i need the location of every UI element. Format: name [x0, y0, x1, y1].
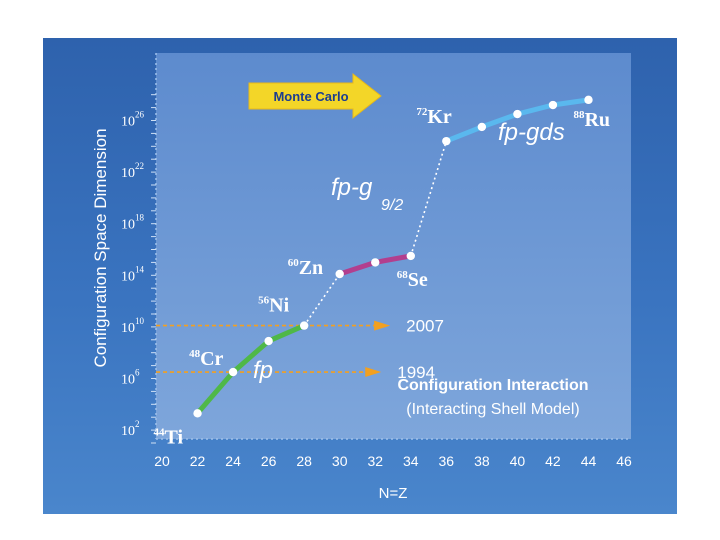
y-tick-exponent-2: 2 — [135, 419, 140, 429]
y-tick-exponent-26: 26 — [135, 110, 145, 120]
y-tick-exponent-14: 14 — [135, 264, 145, 274]
nucleus-symbol-Cr: Cr — [200, 348, 223, 370]
data-point-2-0 — [442, 136, 451, 146]
y-tick-label-14: 1014 — [121, 264, 145, 284]
y-tick-label-22: 1022 — [121, 161, 144, 181]
nucleus-label-Kr: 72Kr — [416, 106, 452, 128]
nucleus-symbol-Ni: Ni — [269, 295, 289, 317]
nucleus-symbol-Ru: Ru — [584, 109, 610, 131]
y-tick-label-2: 102 — [121, 419, 140, 439]
data-point-1-1 — [371, 258, 380, 267]
nucleus-mass-Cr: 48 — [189, 348, 201, 360]
y-tick-label-10: 1010 — [121, 316, 145, 336]
y-tick-exponent-6: 6 — [135, 368, 140, 378]
y-tick-label-6: 106 — [121, 368, 140, 388]
data-point-2-4 — [584, 95, 593, 105]
nucleus-label-Cr: 48Cr — [189, 348, 223, 370]
data-point-0-3 — [299, 321, 309, 330]
y-tick-exponent-10: 10 — [135, 316, 145, 326]
y-tick-exponent-18: 18 — [135, 213, 145, 223]
x-tick-label-36: 36 — [439, 453, 455, 469]
ref-arrowhead-2007 — [374, 320, 391, 331]
y-axis-title: Configuration Space Dimension — [91, 128, 110, 367]
connector-1 — [410, 140, 448, 257]
y-tick-label-26: 1026 — [121, 110, 145, 130]
data-point-0-1 — [228, 367, 238, 377]
data-point-2-1 — [477, 122, 487, 132]
nucleus-label-Se: 68Se — [397, 269, 428, 291]
label-fp: fp — [253, 357, 273, 384]
nucleus-label-Ru: 88Ru — [573, 109, 610, 131]
data-point-1-2 — [406, 251, 415, 261]
label-fp-g92: fp-g — [331, 174, 373, 201]
nucleus-symbol-Kr: Kr — [427, 106, 452, 128]
data-point-2-2 — [513, 109, 522, 119]
nucleus-symbol-Zn: Zn — [299, 257, 323, 279]
x-tick-label-20: 20 — [154, 453, 170, 469]
x-axis-title: N=Z — [379, 485, 408, 502]
x-tick-label-40: 40 — [510, 453, 526, 469]
data-point-2-3 — [548, 100, 558, 110]
x-tick-label-22: 22 — [190, 453, 206, 469]
caption-title: Configuration Interaction — [397, 377, 588, 394]
nucleus-label-Ti: 44Ti — [154, 426, 184, 448]
data-point-0-2 — [264, 336, 273, 346]
nucleus-symbol-Se: Se — [408, 269, 428, 291]
nucleus-mass-Ni: 56 — [258, 295, 270, 307]
x-tick-label-42: 42 — [545, 453, 561, 469]
ref-label-1994: 1994 — [397, 363, 435, 382]
nucleus-mass-Kr: 72 — [416, 106, 428, 118]
x-tick-label-28: 28 — [296, 453, 312, 469]
ref-arrowhead-1994 — [365, 367, 382, 378]
x-tick-label-46: 46 — [616, 453, 632, 469]
x-tick-label-38: 38 — [474, 453, 490, 469]
nucleus-mass-Se: 68 — [397, 269, 409, 281]
nucleus-symbol-Ti: Ti — [165, 426, 184, 448]
slide-background: 1994 2007 102 106 1010 1014 1018 1022 1026 20 22… — [43, 38, 677, 514]
caption-subtitle: (Interacting Shell Model) — [406, 401, 579, 418]
nucleus-label-Zn: 60Zn — [288, 257, 323, 279]
y-tick-exponent-22: 22 — [135, 161, 144, 171]
label-fp-gds: fp-gds — [498, 119, 565, 146]
x-tick-label-32: 32 — [367, 453, 383, 469]
x-tick-label-34: 34 — [403, 453, 419, 469]
x-tick-label-30: 30 — [332, 453, 348, 469]
x-tick-label-26: 26 — [261, 453, 277, 469]
nucleus-label-Ni: 56Ni — [258, 295, 289, 317]
series-line-fp — [195, 323, 307, 416]
nucleus-mass-Zn: 60 — [288, 257, 300, 269]
monte-carlo-arrow: Monte Carlo — [248, 72, 382, 120]
connector-0 — [303, 273, 341, 327]
x-tick-label-44: 44 — [581, 453, 597, 469]
nucleus-mass-Ru: 88 — [573, 109, 585, 121]
x-tick-label-24: 24 — [225, 453, 241, 469]
y-tick-label-18: 1018 — [121, 213, 145, 233]
nucleus-mass-Ti: 44 — [154, 426, 166, 438]
data-point-1-0 — [335, 269, 344, 279]
label-fp-g92-subscript: 9/2 — [381, 197, 403, 214]
data-point-0-0 — [193, 409, 202, 418]
monte-carlo-label: Monte Carlo — [273, 89, 348, 104]
ref-label-2007: 2007 — [406, 317, 444, 336]
